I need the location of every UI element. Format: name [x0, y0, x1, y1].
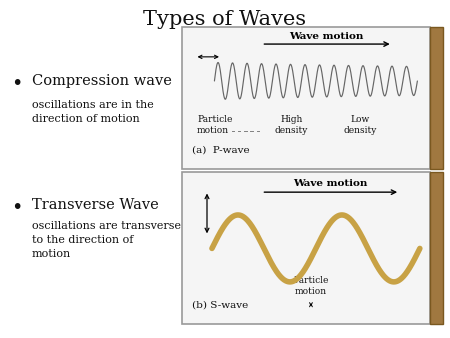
- Text: Wave motion: Wave motion: [293, 178, 368, 188]
- Text: Types of Waves: Types of Waves: [144, 10, 306, 29]
- Bar: [430, 27, 443, 169]
- Text: Particle
motion: Particle motion: [293, 276, 328, 296]
- Bar: [430, 172, 443, 324]
- Text: •: •: [11, 198, 22, 217]
- Text: Compression wave: Compression wave: [32, 74, 171, 88]
- Bar: [182, 172, 430, 324]
- Text: High
density: High density: [274, 115, 308, 135]
- Text: Low
density: Low density: [344, 115, 377, 135]
- Bar: [182, 27, 430, 169]
- Text: (a)  P-wave: (a) P-wave: [192, 146, 250, 155]
- Text: •: •: [11, 74, 22, 93]
- Text: oscillations are in the
direction of motion: oscillations are in the direction of mot…: [32, 100, 153, 124]
- Text: Particle
motion: Particle motion: [197, 115, 233, 135]
- Text: Transverse Wave: Transverse Wave: [32, 198, 158, 212]
- Text: oscillations are transverse
to the direction of
motion: oscillations are transverse to the direc…: [32, 221, 180, 259]
- Text: Wave motion: Wave motion: [288, 32, 363, 42]
- Text: (b) S-wave: (b) S-wave: [192, 300, 248, 309]
